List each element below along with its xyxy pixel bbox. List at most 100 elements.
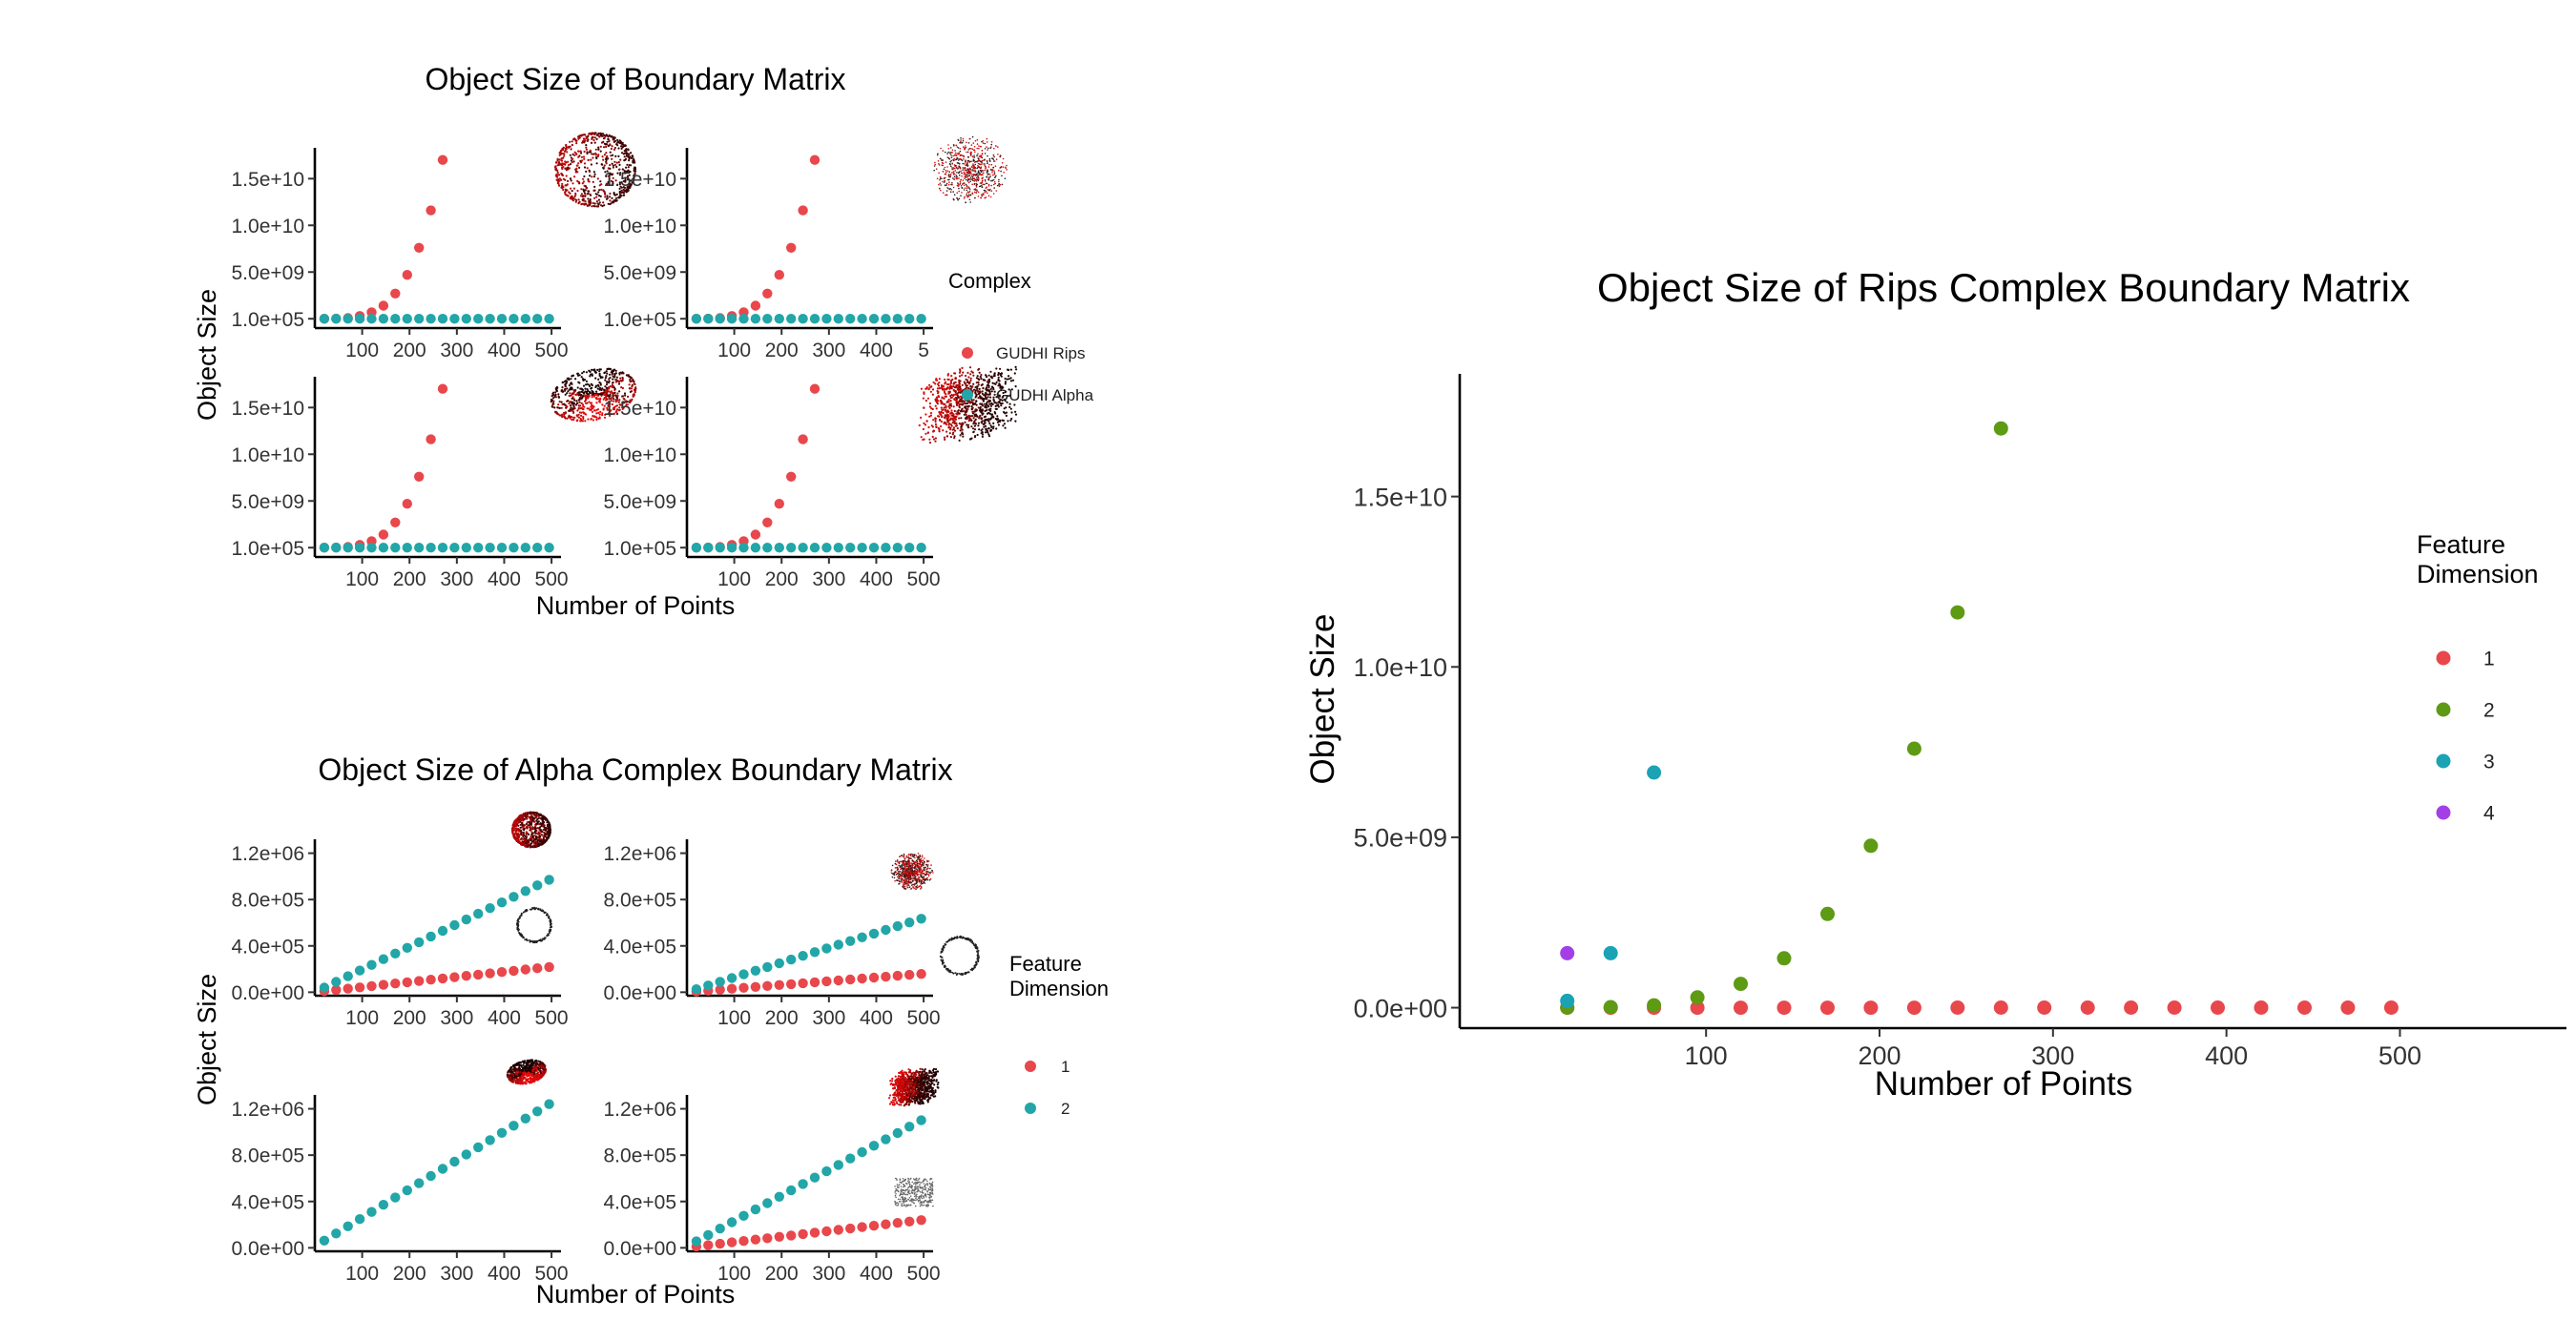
thumb-point (993, 171, 995, 173)
alpha-ball-point-series-1 (775, 980, 784, 990)
thumb-point (946, 194, 948, 196)
thumb-point (991, 164, 993, 166)
alpha-y-axis-title: Object Size (193, 974, 221, 1105)
thumb-point (621, 380, 623, 381)
boundary-cube-point-series-gudhi-alpha (857, 543, 866, 552)
thumb-point (534, 846, 536, 848)
thumb-point (991, 141, 993, 143)
thumb-point (606, 155, 608, 157)
thumb-point (964, 182, 966, 184)
thumb-point (981, 194, 983, 196)
thumb-point (980, 374, 982, 376)
thumb-point (1012, 380, 1014, 381)
thumb-point (547, 837, 549, 839)
boundary-ball-point-series-gudhi-rips (810, 155, 820, 165)
thumb-point (557, 172, 559, 174)
thumb-point (909, 874, 911, 876)
thumb-point (601, 142, 603, 144)
thumb-point (590, 419, 592, 421)
thumb-point (966, 372, 968, 374)
thumb-point (927, 871, 929, 873)
thumb-point (993, 167, 995, 169)
alpha-sphere-point-series-1 (403, 978, 412, 987)
thumb-point (918, 853, 920, 855)
thumb-point (592, 369, 594, 371)
thumb-point (528, 845, 530, 847)
thumb-point (956, 167, 958, 169)
boundary-ball-y-tick-label: 1.0e+05 (604, 309, 677, 331)
thumb-point (974, 152, 976, 154)
thumb-point (526, 909, 528, 911)
thumb-point (973, 417, 975, 419)
alpha-sphere-point-series-1 (497, 967, 507, 977)
thumb-point (930, 864, 932, 866)
thumb-point (595, 196, 597, 198)
thumb-point (961, 367, 963, 369)
thumb-point (588, 395, 590, 397)
thumb-point (904, 883, 906, 885)
thumb-point (907, 887, 909, 889)
thumb-point (561, 148, 563, 150)
alpha-sphere-point-series-2 (379, 955, 388, 964)
boundary-cube-point-series-gudhi-rips (798, 434, 807, 443)
thumb-point (967, 424, 969, 426)
thumb-point (571, 410, 572, 412)
boundary-sphere-x-tick-label: 500 (535, 340, 569, 361)
thumb-point (905, 856, 907, 858)
thumb-point (952, 385, 954, 387)
thumb-point (592, 136, 594, 138)
thumb-point (1004, 423, 1006, 424)
thumb-point (592, 396, 593, 398)
thumb-point (946, 166, 948, 168)
thumb-point (1005, 381, 1007, 382)
thumb-point (962, 169, 964, 171)
thumb-point (570, 404, 571, 406)
thumb-point (548, 828, 550, 830)
alpha-ball-point-series-1 (751, 982, 760, 992)
thumb-point (989, 174, 991, 175)
thumb-point (974, 192, 976, 194)
thumb-point (957, 153, 959, 155)
thumb-point (960, 417, 962, 419)
thumb-point (943, 192, 945, 194)
thumb-point (631, 387, 633, 389)
thumb-point (970, 438, 972, 440)
thumb-point (604, 380, 606, 381)
thumb-point (898, 871, 900, 873)
thumb-point (917, 856, 919, 858)
alpha-ball-point-series-2 (703, 980, 713, 990)
thumb-point (575, 153, 577, 155)
thumb-point (580, 195, 582, 196)
thumb-point (530, 941, 531, 943)
thumb-point (578, 201, 580, 203)
thumb-point (987, 183, 988, 185)
thumb-point (940, 425, 942, 427)
thumb-point (907, 861, 909, 863)
boundary-torus-point-series-gudhi-alpha (390, 543, 400, 552)
thumb-point (630, 152, 632, 154)
thumb-point (995, 190, 997, 192)
thumb-point (541, 939, 543, 941)
thumb-point (919, 858, 921, 860)
thumb-point (929, 873, 931, 875)
thumb-point (597, 379, 599, 381)
thumb-point (943, 409, 945, 411)
thumb-point (601, 164, 603, 166)
thumb-point (978, 423, 980, 424)
thumb-point (954, 164, 956, 166)
thumb-point (987, 148, 989, 150)
thumb-point (936, 407, 938, 409)
thumb-point (909, 886, 911, 888)
thumb-point (907, 870, 909, 872)
thumb-point (925, 400, 927, 402)
thumb-point (594, 136, 596, 138)
thumb-point (583, 385, 585, 387)
thumb-point (945, 410, 946, 412)
thumb-point (926, 864, 928, 866)
thumb-point (999, 421, 1001, 423)
thumb-point (916, 887, 918, 889)
thumb-point (910, 862, 912, 864)
thumb-point (565, 385, 567, 387)
thumb-point (572, 417, 574, 419)
